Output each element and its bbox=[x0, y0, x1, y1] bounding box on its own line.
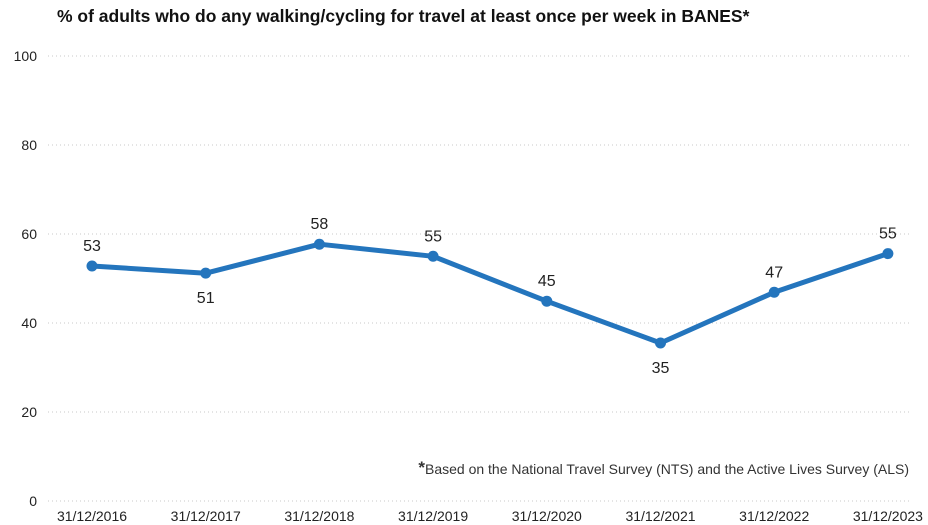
x-tick-label-3: 31/12/2018 bbox=[284, 508, 354, 524]
y-tick-label-20: 20 bbox=[21, 404, 37, 420]
data-label-2: 51 bbox=[197, 290, 215, 307]
y-axis-ticks: 0 20 40 60 80 100 bbox=[14, 48, 38, 509]
data-points bbox=[86, 238, 894, 349]
x-tick-label-2: 31/12/2017 bbox=[171, 508, 241, 524]
data-label-8: 55 bbox=[879, 226, 897, 243]
data-point-3 bbox=[313, 238, 325, 250]
data-point-4 bbox=[427, 250, 439, 262]
x-tick-label-6: 31/12/2021 bbox=[625, 508, 695, 524]
x-tick-label-4: 31/12/2019 bbox=[398, 508, 468, 524]
y-tick-label-60: 60 bbox=[21, 226, 37, 242]
x-tick-label-1: 31/12/2016 bbox=[57, 508, 127, 524]
data-point-5 bbox=[541, 295, 553, 307]
data-point-1 bbox=[86, 260, 98, 272]
data-label-4: 55 bbox=[424, 228, 442, 245]
data-point-6 bbox=[655, 337, 666, 349]
data-label-1: 53 bbox=[83, 238, 101, 255]
data-point-2 bbox=[200, 267, 212, 279]
data-point-7 bbox=[768, 286, 780, 298]
chart-title: % of adults who do any walking/cycling f… bbox=[57, 6, 750, 26]
series-line-group bbox=[89, 241, 891, 346]
data-labels: 53 51 58 55 45 35 47 55 bbox=[83, 216, 897, 377]
data-label-5: 45 bbox=[538, 273, 556, 290]
footnote-text: Based on the National Travel Survey (NTS… bbox=[424, 461, 909, 477]
footnote-asterisk: * bbox=[418, 458, 425, 477]
y-tick-label-80: 80 bbox=[21, 137, 37, 153]
y-tick-label-40: 40 bbox=[21, 315, 37, 331]
x-tick-label-7: 31/12/2022 bbox=[739, 508, 809, 524]
series-line bbox=[89, 241, 891, 346]
y-tick-label-100: 100 bbox=[14, 48, 38, 64]
x-tick-label-5: 31/12/2020 bbox=[512, 508, 582, 524]
data-point-8 bbox=[882, 248, 894, 260]
x-axis-ticks: 31/12/2016 31/12/2017 31/12/2018 31/12/2019… bbox=[57, 508, 923, 524]
y-tick-label-0: 0 bbox=[29, 493, 37, 509]
data-label-6: 35 bbox=[652, 360, 670, 377]
data-label-3: 58 bbox=[311, 216, 329, 233]
footnote: *Based on the National Travel Survey (NT… bbox=[418, 458, 909, 479]
data-label-7: 47 bbox=[765, 264, 783, 281]
x-tick-label-8: 31/12/2023 bbox=[853, 508, 923, 524]
